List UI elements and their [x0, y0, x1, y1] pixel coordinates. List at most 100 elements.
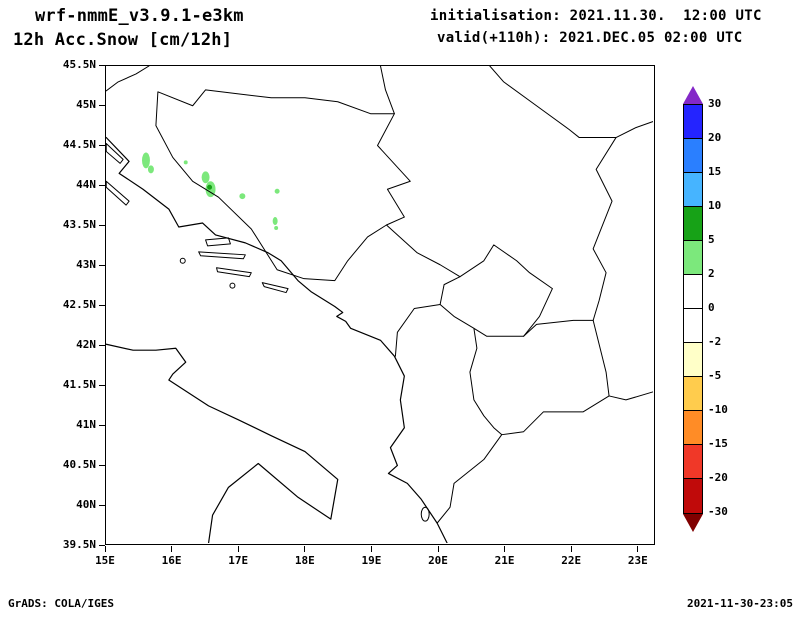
- border-albania-east: [436, 327, 503, 524]
- lon-label: 23E: [627, 554, 648, 567]
- colorbar-segment: [684, 105, 702, 139]
- colorbar-segment: [684, 343, 702, 377]
- lat-label: 40N: [76, 498, 96, 511]
- lat-tick: [99, 344, 105, 346]
- lon-tick: [237, 546, 239, 552]
- island-lastovo: [229, 282, 236, 289]
- border-greece-bulgaria: [608, 391, 653, 401]
- border-macedonia-north: [523, 319, 594, 337]
- lat-label: 39.5N: [62, 538, 96, 551]
- colorbar-rects: [683, 104, 703, 514]
- colorbar-label: 5: [708, 233, 715, 246]
- island-brac: [205, 237, 231, 247]
- grads-credit: GrADS: COLA/IGES: [8, 597, 114, 610]
- colorbar-label: -15: [708, 437, 728, 450]
- colorbar-segment: [684, 309, 702, 343]
- lat-tick: [99, 184, 105, 186]
- border-montenegro-serbia: [385, 224, 461, 278]
- colorbar-segment: [684, 479, 702, 513]
- snow-patch: [274, 188, 280, 194]
- coastline-adriatic-east: [106, 136, 448, 543]
- lat-tick: [99, 104, 105, 106]
- lat-label: 42.5N: [62, 298, 96, 311]
- lat-label: 41.5N: [62, 378, 96, 391]
- colorbar-segment: [684, 207, 702, 241]
- colorbar-label: -30: [708, 505, 728, 518]
- lat-label: 45.5N: [62, 58, 96, 71]
- snow-patch: [239, 193, 246, 200]
- colorbar-label: -10: [708, 403, 728, 416]
- lon-label: 20E: [428, 554, 448, 567]
- colorbar-label: -2: [708, 335, 722, 348]
- lat-label: 45N: [76, 98, 96, 111]
- colorbar-segment: [684, 241, 702, 275]
- map-plot: [105, 65, 655, 545]
- colorbar-label: 15: [708, 165, 722, 178]
- lon-label: 21E: [494, 554, 515, 567]
- colorbar-segment: [684, 411, 702, 445]
- islands: [106, 143, 430, 522]
- creation-timestamp: 2021-11-30-23:05: [687, 597, 793, 610]
- colorbar-label: 30: [708, 97, 722, 110]
- border-kosovo: [439, 244, 553, 337]
- colorbar-segment: [684, 377, 702, 411]
- lon-axis: 15E 16E 17E 18E 19E 20E 21E 22E 23E: [95, 545, 656, 575]
- coastline-italy: [106, 343, 339, 543]
- border-slovenia-croatia: [106, 66, 150, 92]
- snow-patch: [183, 160, 188, 165]
- lon-label: 18E: [294, 554, 315, 567]
- snow-patch: [147, 165, 154, 174]
- lon-label: 17E: [228, 554, 249, 567]
- island-vis: [179, 257, 186, 264]
- lon-tick: [504, 546, 506, 552]
- colorbar-labels: 30 20 15 10 5 2 0 -2 -5 -10 -15 -20 -30: [708, 86, 752, 546]
- island-corfu: [420, 506, 430, 522]
- lat-label: 43.5N: [62, 218, 96, 231]
- colorbar-arrow-top: [683, 86, 703, 104]
- island-dugi-otok: [106, 180, 130, 206]
- lon-tick: [570, 546, 572, 552]
- colorbar-label: 20: [708, 131, 722, 144]
- lat-tick: [99, 544, 105, 546]
- colorbar-label: -5: [708, 369, 722, 382]
- model-title: wrf-nmmE_v3.9.1-e3km: [35, 6, 244, 26]
- colorbar-label: 0: [708, 301, 715, 314]
- lat-axis: 45.5N 45N 44.5N 44N 43.5N 43N 42.5N 42N 41.5N 41N…: [55, 58, 105, 551]
- lon-label: 19E: [361, 554, 382, 567]
- lon-tick: [437, 546, 439, 552]
- border-montenegro-albania: [394, 304, 441, 357]
- border-macedonia-bulgaria: [592, 319, 610, 397]
- lat-tick: [99, 304, 105, 306]
- colorbar-arrow-bottom: [683, 514, 703, 532]
- snow-patch: [201, 171, 210, 184]
- lat-tick: [99, 424, 105, 426]
- valid-time-label: valid(+110h): 2021.DEC.05 02:00 UTC: [437, 30, 743, 46]
- lat-label: 42N: [76, 338, 96, 351]
- colorbar-label: -20: [708, 471, 728, 484]
- colorbar: [683, 86, 703, 532]
- lat-label: 40.5N: [62, 458, 96, 471]
- border-croatia-serbia: [379, 66, 395, 115]
- lat-tick: [99, 464, 105, 466]
- lat-tick: [99, 384, 105, 386]
- border-serbia-romania: [489, 66, 653, 139]
- border-bosnia: [155, 89, 411, 282]
- product-title: 12h Acc.Snow [cm/12h]: [13, 30, 233, 50]
- snow-patch: [207, 184, 213, 190]
- lat-label: 43N: [76, 258, 96, 271]
- colorbar-segment: [684, 173, 702, 207]
- island-korcula: [216, 267, 252, 278]
- colorbar-segment: [684, 445, 702, 479]
- country-borders: [106, 66, 653, 524]
- border-macedonia-greece: [501, 395, 610, 436]
- snow-patch: [272, 217, 278, 225]
- lon-label: 22E: [561, 554, 582, 567]
- snow-shading-layer: [141, 152, 280, 230]
- lat-label: 44.5N: [62, 138, 96, 151]
- lat-tick: [99, 144, 105, 146]
- lon-tick: [370, 546, 372, 552]
- initialisation-label: initialisation: 2021.11.30. 12:00 UTC: [430, 8, 762, 24]
- lon-tick: [304, 546, 306, 552]
- lon-tick: [171, 546, 173, 552]
